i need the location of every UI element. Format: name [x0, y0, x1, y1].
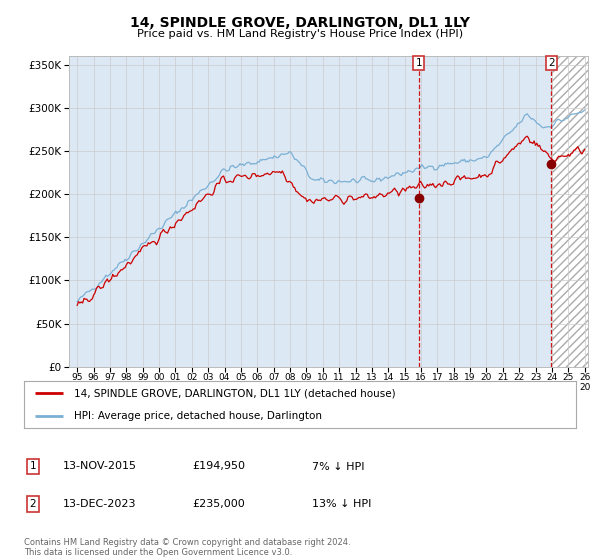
Text: 7% ↓ HPI: 7% ↓ HPI [312, 461, 365, 472]
Text: 13% ↓ HPI: 13% ↓ HPI [312, 499, 371, 509]
Text: 13-DEC-2023: 13-DEC-2023 [63, 499, 137, 509]
Text: 1: 1 [29, 461, 37, 472]
Text: 14, SPINDLE GROVE, DARLINGTON, DL1 1LY: 14, SPINDLE GROVE, DARLINGTON, DL1 1LY [130, 16, 470, 30]
Text: Price paid vs. HM Land Registry's House Price Index (HPI): Price paid vs. HM Land Registry's House … [137, 29, 463, 39]
Text: 13-NOV-2015: 13-NOV-2015 [63, 461, 137, 472]
Text: Contains HM Land Registry data © Crown copyright and database right 2024.
This d: Contains HM Land Registry data © Crown c… [24, 538, 350, 557]
Text: 2: 2 [29, 499, 37, 509]
Text: 1: 1 [416, 58, 422, 68]
Text: HPI: Average price, detached house, Darlington: HPI: Average price, detached house, Darl… [74, 411, 322, 421]
Text: 2: 2 [548, 58, 554, 68]
Text: 14, SPINDLE GROVE, DARLINGTON, DL1 1LY (detached house): 14, SPINDLE GROVE, DARLINGTON, DL1 1LY (… [74, 388, 395, 398]
Text: £235,000: £235,000 [192, 499, 245, 509]
Bar [551, 56, 588, 367]
Text: £194,950: £194,950 [192, 461, 245, 472]
